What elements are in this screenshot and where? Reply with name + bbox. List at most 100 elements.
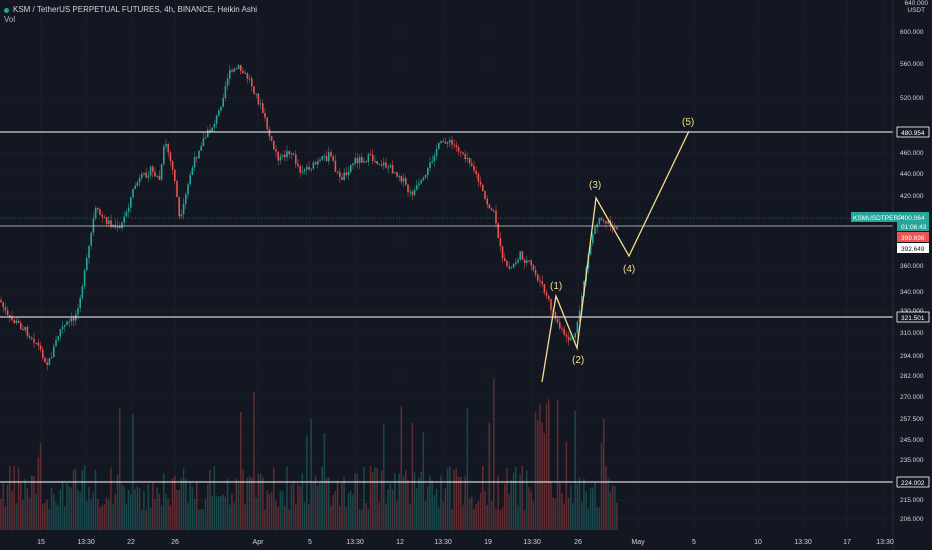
- volume-bar: [220, 495, 222, 530]
- volume-bar: [319, 482, 321, 530]
- price-tick-label: 310.000: [900, 330, 924, 337]
- svg-text:224.002: 224.002: [901, 480, 925, 487]
- candle-body: [253, 86, 255, 94]
- volume-bar: [418, 478, 420, 530]
- candle-body: [42, 349, 44, 358]
- candle-body: [171, 161, 174, 170]
- candle-body: [367, 154, 370, 162]
- volume-bar: [592, 487, 594, 530]
- candle-body: [561, 328, 563, 330]
- level-tag-321: 321.501: [896, 311, 930, 323]
- candle-body: [537, 274, 539, 281]
- candle-body: [163, 146, 165, 165]
- candle-body: [215, 115, 218, 124]
- volume-bar: [149, 507, 152, 530]
- volume-bar: [244, 504, 246, 530]
- candle-body: [295, 154, 297, 164]
- candle-body: [607, 220, 609, 224]
- candle-body: [488, 204, 491, 209]
- candle-body: [39, 345, 42, 350]
- volume-bar: [110, 467, 112, 530]
- volume-bar: [354, 473, 356, 530]
- candle-body: [519, 251, 521, 260]
- volume-label[interactable]: Vol: [4, 15, 16, 24]
- volume-bar: [242, 469, 244, 530]
- time-tick-label: May: [631, 539, 645, 546]
- volume-bar: [554, 498, 557, 530]
- volume-bar: [394, 473, 396, 530]
- candle-body: [479, 181, 482, 185]
- candle-body: [515, 262, 517, 265]
- candle-body: [24, 326, 26, 331]
- candle-body: [466, 157, 469, 160]
- elliott-wave-line[interactable]: [541, 130, 690, 383]
- candle-body: [20, 322, 22, 329]
- volume-bar: [405, 470, 407, 530]
- svg-text:01:06:43: 01:06:43: [901, 224, 927, 231]
- volume-bar: [317, 485, 319, 530]
- volume-bar: [517, 504, 519, 530]
- candle-body: [231, 70, 233, 72]
- price-tick-label: 257.500: [900, 416, 924, 423]
- candle-body: [350, 165, 352, 172]
- candle-body: [378, 164, 381, 166]
- volume-bar: [259, 473, 262, 530]
- countdown-tag: 01:06:43: [897, 222, 929, 231]
- candle-body: [17, 320, 20, 323]
- candle-body: [262, 103, 264, 114]
- candle-body: [341, 176, 343, 180]
- volume-bar: [352, 494, 354, 530]
- candle-body: [312, 162, 315, 169]
- wave-label-2: (2): [572, 355, 584, 366]
- candle-body: [97, 208, 99, 210]
- volume-bar: [345, 506, 348, 530]
- candle-body: [440, 141, 442, 143]
- candle-body: [438, 142, 440, 149]
- price-tick-label: 560.000: [900, 61, 924, 68]
- candle-body: [79, 297, 81, 309]
- volume-bar: [79, 492, 81, 530]
- time-tick-label: Apr: [253, 539, 265, 546]
- candle-body: [270, 136, 273, 141]
- candle-body: [251, 78, 253, 87]
- volume-bar: [231, 493, 233, 530]
- volume-bar: [17, 468, 20, 530]
- candle-body: [600, 218, 603, 221]
- volume-bar: [94, 469, 97, 530]
- candle-body: [369, 154, 372, 156]
- svg-text:399.698: 399.698: [901, 235, 925, 242]
- volume-bar: [176, 489, 178, 530]
- candle-body: [301, 171, 304, 173]
- volume-bar: [563, 503, 565, 530]
- candle-body: [416, 185, 418, 190]
- volume-bar: [204, 498, 207, 530]
- volume-bar: [321, 466, 323, 530]
- volume-bar: [449, 466, 451, 530]
- candle-body: [165, 144, 167, 147]
- volume-bar: [180, 478, 183, 530]
- volume-bar: [152, 483, 154, 530]
- candle-body: [292, 153, 295, 155]
- wave-label-1: (1): [550, 281, 562, 292]
- candle-body: [130, 197, 132, 208]
- candle-body: [517, 259, 519, 263]
- volume-bar: [187, 502, 189, 530]
- volume-bar: [325, 478, 328, 530]
- time-tick-label: 22: [127, 539, 135, 546]
- candle-body: [396, 172, 398, 177]
- wave-label-5: (5): [682, 117, 694, 128]
- volume-bar: [589, 487, 592, 530]
- candle-body: [589, 243, 592, 255]
- volume-bar: [451, 509, 453, 530]
- symbol-title[interactable]: KSM / TetherUS PERPETUAL FUTURES, 4h, BI…: [13, 5, 258, 14]
- volume-bar: [372, 472, 374, 530]
- candle-body: [486, 198, 488, 205]
- candle-body: [468, 157, 471, 164]
- volume-bar: [0, 499, 2, 530]
- volume-bar: [427, 486, 429, 530]
- candle-body: [279, 156, 282, 161]
- volume-bar: [583, 478, 585, 530]
- candle-body: [499, 238, 502, 247]
- candle-body: [68, 321, 70, 323]
